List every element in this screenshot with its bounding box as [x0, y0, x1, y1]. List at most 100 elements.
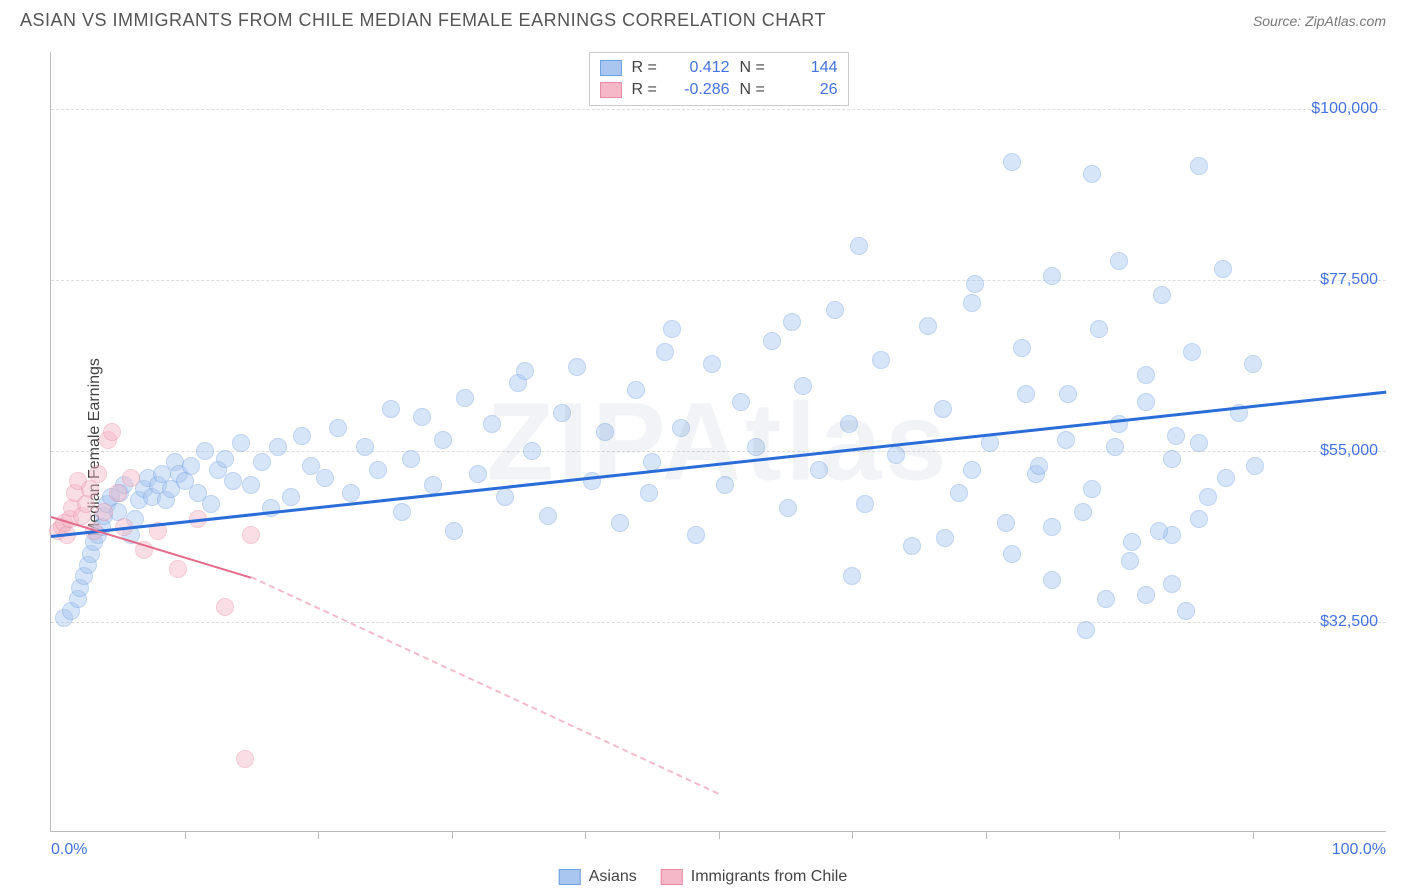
trend-line	[251, 576, 719, 794]
data-point	[783, 313, 801, 331]
trend-line	[51, 390, 1386, 537]
x-tick	[585, 831, 586, 839]
data-point	[539, 507, 557, 525]
data-point	[716, 476, 734, 494]
legend-swatch	[600, 82, 622, 98]
data-point	[747, 438, 765, 456]
data-point	[293, 427, 311, 445]
x-tick	[185, 831, 186, 839]
data-point	[89, 465, 107, 483]
data-point	[1074, 503, 1092, 521]
legend-r-value: -0.286	[670, 81, 730, 99]
x-tick	[986, 831, 987, 839]
data-point	[1003, 545, 1021, 563]
data-point	[445, 522, 463, 540]
data-point	[1030, 457, 1048, 475]
x-tick	[318, 831, 319, 839]
data-point	[687, 526, 705, 544]
data-point	[356, 438, 374, 456]
legend-label: Immigrants from Chile	[691, 868, 847, 886]
data-point	[103, 423, 121, 441]
data-point	[402, 450, 420, 468]
data-point	[1106, 438, 1124, 456]
data-point	[1177, 602, 1195, 620]
data-point	[966, 275, 984, 293]
x-tick	[1119, 831, 1120, 839]
data-point	[216, 450, 234, 468]
data-point	[1190, 434, 1208, 452]
data-point	[840, 415, 858, 433]
data-point	[903, 537, 921, 555]
data-point	[656, 343, 674, 361]
data-point	[1214, 260, 1232, 278]
data-point	[77, 495, 95, 513]
y-tick-label: $100,000	[1311, 100, 1378, 118]
legend-swatch	[559, 869, 581, 885]
data-point	[826, 301, 844, 319]
data-point	[963, 294, 981, 312]
y-tick-label: $55,000	[1320, 442, 1378, 460]
data-point	[1057, 431, 1075, 449]
legend-n-label: N =	[740, 59, 768, 77]
data-point	[282, 488, 300, 506]
plot-region: ZIPAtlas R =0.412N =144R =-0.286N =26 $3…	[50, 52, 1386, 832]
data-point	[850, 237, 868, 255]
legend-item: Immigrants from Chile	[661, 868, 847, 886]
data-point	[316, 469, 334, 487]
data-point	[843, 567, 861, 585]
data-point	[732, 393, 750, 411]
data-point	[1199, 488, 1217, 506]
data-point	[496, 488, 514, 506]
data-point	[369, 461, 387, 479]
data-point	[1123, 533, 1141, 551]
data-point	[169, 560, 187, 578]
data-point	[1083, 165, 1101, 183]
data-point	[1017, 385, 1035, 403]
series-legend: AsiansImmigrants from Chile	[559, 868, 848, 886]
gridline	[51, 280, 1386, 281]
data-point	[963, 461, 981, 479]
data-point	[1090, 320, 1108, 338]
data-point	[779, 499, 797, 517]
data-point	[672, 419, 690, 437]
data-point	[196, 442, 214, 460]
data-point	[1083, 480, 1101, 498]
data-point	[810, 461, 828, 479]
gridline	[51, 622, 1386, 623]
data-point	[202, 495, 220, 513]
data-point	[1043, 267, 1061, 285]
legend-swatch	[600, 60, 622, 76]
data-point	[1150, 522, 1168, 540]
x-tick	[452, 831, 453, 839]
data-point	[1163, 450, 1181, 468]
data-point	[232, 434, 250, 452]
chart-source: Source: ZipAtlas.com	[1253, 13, 1386, 29]
data-point	[224, 472, 242, 490]
data-point	[236, 750, 254, 768]
legend-n-label: N =	[740, 81, 768, 99]
data-point	[483, 415, 501, 433]
data-point	[1043, 518, 1061, 536]
data-point	[1190, 157, 1208, 175]
chart-title: ASIAN VS IMMIGRANTS FROM CHILE MEDIAN FE…	[20, 10, 826, 31]
data-point	[424, 476, 442, 494]
data-point	[469, 465, 487, 483]
data-point	[627, 381, 645, 399]
data-point	[703, 355, 721, 373]
data-point	[1003, 153, 1021, 171]
data-point	[1137, 366, 1155, 384]
data-point	[611, 514, 629, 532]
data-point	[856, 495, 874, 513]
data-point	[109, 484, 127, 502]
legend-r-label: R =	[632, 81, 660, 99]
x-tick	[1253, 831, 1254, 839]
data-point	[1077, 621, 1095, 639]
data-point	[934, 400, 952, 418]
x-tick	[719, 831, 720, 839]
data-point	[342, 484, 360, 502]
y-tick-label: $32,500	[1320, 613, 1378, 631]
data-point	[329, 419, 347, 437]
legend-r-label: R =	[632, 59, 660, 77]
data-point	[887, 446, 905, 464]
data-point	[216, 598, 234, 616]
